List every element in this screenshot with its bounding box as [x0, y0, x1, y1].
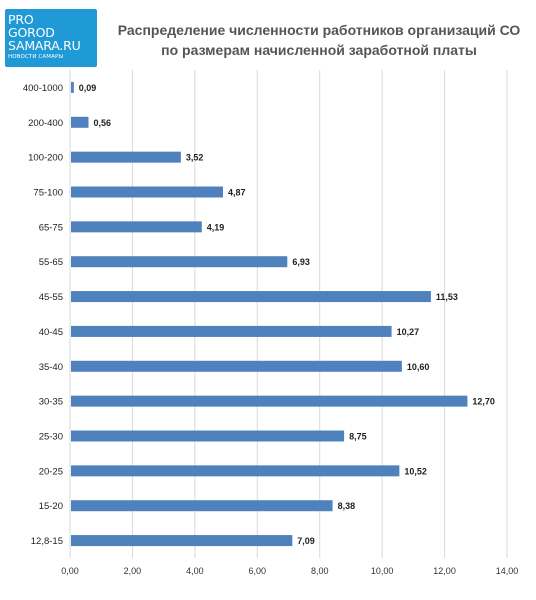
- x-tick-label: 8,00: [311, 566, 329, 576]
- data-label: 4,87: [228, 188, 246, 198]
- bar: [71, 81, 74, 93]
- x-tick-label: 0,00: [61, 566, 79, 576]
- bar: [71, 430, 345, 442]
- data-label: 12,70: [472, 397, 495, 407]
- bar: [71, 325, 392, 337]
- data-label: 8,75: [349, 432, 367, 442]
- category-label: 20-25: [39, 466, 63, 477]
- x-tick-label: 12,00: [433, 566, 456, 576]
- data-label: 3,52: [186, 153, 204, 163]
- logo-tagline: НОВОСТИ САМАРЫ: [8, 54, 64, 60]
- x-tick-label: 4,00: [186, 566, 204, 576]
- bar: [71, 221, 202, 233]
- category-label: 40-45: [39, 327, 63, 338]
- data-label: 11,53: [436, 292, 458, 302]
- data-label: 7,09: [297, 536, 315, 546]
- bar: [71, 500, 333, 512]
- data-label: 0,09: [79, 83, 97, 93]
- category-label: 15-20: [39, 501, 63, 512]
- category-label: 25-30: [39, 432, 63, 443]
- data-label: 10,60: [407, 362, 430, 372]
- data-label: 4,19: [207, 222, 225, 232]
- logo-line-2: GOROD: [8, 25, 55, 40]
- site-logo[interactable]: PRO GOROD SAMARA.RU НОВОСТИ САМАРЫ: [5, 9, 97, 67]
- bar: [71, 395, 468, 407]
- category-label: 35-40: [39, 362, 63, 373]
- category-label: 65-75: [39, 222, 63, 233]
- x-tick-label: 6,00: [249, 566, 267, 576]
- bar: [71, 256, 288, 268]
- data-label: 10,52: [404, 466, 427, 476]
- chart-title: Распределение численности работников орг…: [117, 22, 521, 58]
- logo-line-1: PRO: [8, 12, 34, 27]
- data-label: 10,27: [397, 327, 420, 337]
- category-label: 30-35: [39, 397, 63, 408]
- category-label: 100-200: [28, 153, 63, 164]
- data-label: 0,56: [93, 118, 111, 128]
- x-tick-label: 14,00: [496, 566, 519, 576]
- category-label: 400-1000: [23, 83, 63, 94]
- x-tick-label: 2,00: [124, 566, 142, 576]
- data-label: 6,93: [292, 257, 310, 267]
- logo-line-3: SAMARA.RU: [8, 38, 81, 53]
- category-label: 45-55: [39, 292, 63, 303]
- x-tick-label: 10,00: [371, 566, 394, 576]
- bar: [71, 151, 181, 163]
- category-label: 55-65: [39, 257, 63, 268]
- category-label: 75-100: [33, 188, 63, 199]
- category-label: 200-400: [28, 118, 63, 129]
- bar: [71, 116, 89, 128]
- bar: [71, 291, 431, 303]
- bar: [71, 465, 400, 477]
- data-label: 8,38: [338, 501, 356, 511]
- category-label: 12,8-15: [31, 536, 63, 547]
- bar: [71, 360, 402, 372]
- bar: [71, 535, 293, 547]
- bar: [71, 186, 224, 198]
